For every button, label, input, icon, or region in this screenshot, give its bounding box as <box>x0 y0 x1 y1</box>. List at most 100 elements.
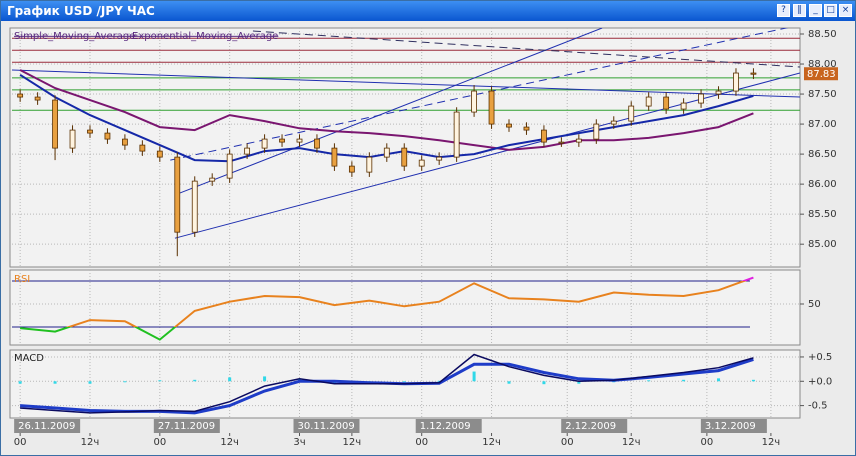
pane <box>12 270 800 345</box>
date-label-box <box>293 419 360 433</box>
maximize-button[interactable]: □ <box>824 4 837 17</box>
histogram-bar <box>542 381 546 385</box>
window-title: График USD /JPY ЧАС <box>7 4 155 18</box>
candle-body <box>191 180 198 233</box>
title-bar: График USD /JPY ЧАС <box>1 1 855 21</box>
close-button[interactable]: × <box>839 4 852 17</box>
histogram-bar <box>18 381 22 384</box>
candle-body <box>87 129 93 134</box>
histogram-bar <box>123 381 127 383</box>
y-tick-label: -0.5 <box>808 401 828 412</box>
moving-average <box>19 69 754 151</box>
date-label: 27.11.2009 <box>158 421 215 432</box>
candle-body <box>104 132 111 140</box>
candle-body <box>593 123 600 140</box>
candle-body <box>733 72 739 92</box>
y-tick-label: 87.50 <box>808 89 837 100</box>
candle-body <box>698 93 704 104</box>
candle-body <box>209 177 216 182</box>
y-tick-label: +0.0 <box>808 376 832 387</box>
candle-body <box>314 138 320 149</box>
histogram-bar <box>472 371 476 382</box>
candle-body <box>418 159 425 167</box>
pause-button[interactable]: ‖ <box>793 4 806 17</box>
pane <box>11 28 800 267</box>
candle-body <box>453 111 460 158</box>
candle-body <box>279 138 285 143</box>
candle-body <box>436 156 443 161</box>
date-label-box <box>153 419 220 433</box>
x-tick-label: 12ч <box>343 437 362 448</box>
pane-title: MACD <box>14 353 44 364</box>
candle-body <box>261 138 268 149</box>
x-tick-label: 12ч <box>220 437 239 448</box>
help-button[interactable]: ? <box>777 4 790 17</box>
histogram-bar <box>263 376 267 382</box>
candle-body <box>750 72 757 75</box>
x-tick-label: 00 <box>153 437 166 448</box>
candle-body <box>663 96 670 110</box>
y-tick-label: 88.00 <box>808 59 837 70</box>
candle-body <box>174 156 181 233</box>
date-label-box <box>700 419 767 433</box>
candle-body <box>645 96 652 107</box>
histogram-bar <box>751 379 755 382</box>
x-tick-label: 00 <box>701 437 714 448</box>
candle-body <box>575 138 582 143</box>
pane-title: RSI <box>14 274 30 285</box>
candle-body <box>156 150 163 158</box>
legend-entry: Simple_Moving_Average <box>14 31 135 42</box>
y-tick-label: +0.5 <box>808 352 832 363</box>
date-label-box <box>14 419 81 433</box>
current-price: 87.83 <box>807 69 836 80</box>
date-label: 26.11.2009 <box>18 421 75 432</box>
x-tick-label: 3ч <box>293 437 305 448</box>
y-tick-label: 86.50 <box>808 149 837 160</box>
trend-line <box>174 72 800 239</box>
candle-body <box>488 90 495 125</box>
trend-line <box>174 28 603 196</box>
legend-entry: Exponential_Moving_Average <box>132 31 278 42</box>
histogram-bar <box>88 381 92 384</box>
y-tick-label: 85.50 <box>808 209 837 220</box>
date-label: 30.11.2009 <box>297 421 354 432</box>
y-tick-label: 87.00 <box>808 119 837 130</box>
candle-body <box>226 153 233 179</box>
candle-body <box>471 90 477 113</box>
candle-body <box>139 144 146 152</box>
x-tick-label: 12ч <box>622 437 641 448</box>
candle-body <box>296 138 303 143</box>
candle-body <box>69 129 76 149</box>
histogram-bar <box>682 379 686 382</box>
candle-body <box>558 141 565 144</box>
pane <box>12 350 800 418</box>
x-tick-label: 00 <box>561 437 574 448</box>
histogram-bar <box>437 380 441 382</box>
candle-body <box>715 90 722 95</box>
y-tick-label: 50 <box>808 299 821 310</box>
date-label-box <box>415 419 482 433</box>
date-label: 3.12.2009 <box>705 421 756 432</box>
candle-body <box>523 126 530 131</box>
trend-line <box>252 30 800 68</box>
candle-body <box>610 120 617 125</box>
histogram-bar <box>402 381 406 383</box>
price-marker <box>804 67 838 81</box>
y-tick-label: 88.50 <box>808 29 837 40</box>
minimize-button[interactable]: _ <box>809 4 822 17</box>
candle-body <box>366 156 373 173</box>
candle-body <box>244 147 251 155</box>
histogram-bar <box>193 379 197 382</box>
candle-body <box>331 147 338 167</box>
x-tick-label: 12ч <box>81 437 100 448</box>
candle-body <box>541 129 547 143</box>
histogram-bar <box>647 380 651 382</box>
histogram-bar <box>158 380 162 382</box>
date-label: 2.12.2009 <box>565 421 616 432</box>
pane-background <box>9 269 801 346</box>
candle-body <box>628 105 635 122</box>
trend-line <box>170 28 789 161</box>
x-tick-label: 00 <box>415 437 428 448</box>
candle-body <box>122 138 128 146</box>
